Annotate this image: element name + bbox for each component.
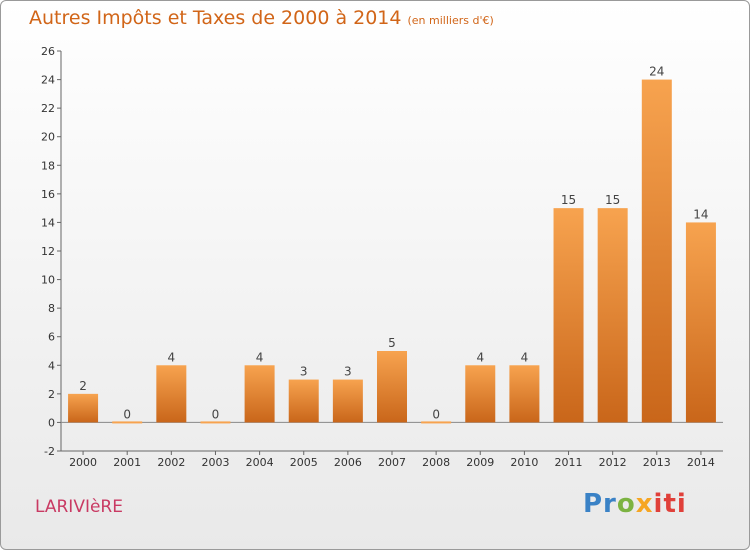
x-tick-label: 2004 [246,456,274,469]
bar [200,421,231,424]
x-tick-label: 2014 [687,456,715,469]
x-tick-label: 2005 [290,456,318,469]
y-tick-label: 6 [48,331,55,344]
data-label: 24 [649,65,664,79]
y-tick-label: 22 [41,102,55,115]
x-tick-label: 2002 [157,456,185,469]
title-main: Autres Impôts et Taxes de 2000 à 2014 [29,7,402,29]
data-label: 5 [388,336,396,350]
data-label: 2 [79,379,87,393]
bar [68,393,99,423]
x-tick-label: 2006 [334,456,362,469]
x-tick-label: 2000 [69,456,97,469]
bar [421,421,452,424]
y-tick-label: 16 [41,188,55,201]
y-tick-label: 4 [48,359,55,372]
data-label: 14 [693,207,708,221]
bar [597,208,628,423]
data-label: 3 [344,365,352,379]
bar [377,351,407,423]
data-label: 15 [561,193,576,207]
x-tick-label: 2003 [201,456,229,469]
data-label: 4 [476,350,484,364]
data-label: 4 [168,350,176,364]
y-tick-label: 2 [48,388,55,401]
data-label: 0 [212,407,220,421]
y-tick-label: 26 [41,45,55,58]
y-tick-label: 12 [41,245,55,258]
chart-subtitle: (en milliers d'€) [407,14,494,27]
data-label: 15 [605,193,620,207]
data-label: 4 [256,350,264,364]
bar [685,222,716,423]
data-label: 0 [123,407,131,421]
bar [509,365,540,423]
bar [244,365,275,423]
y-tick-label: 10 [41,274,55,287]
x-tick-label: 2011 [555,456,583,469]
x-tick-label: 2009 [466,456,494,469]
y-tick-label: -2 [44,445,55,458]
bar [288,379,319,423]
data-label: 0 [432,407,440,421]
bar [641,79,672,423]
y-tick-label: 24 [41,74,55,87]
x-tick-label: 2010 [510,456,538,469]
x-tick-label: 2008 [422,456,450,469]
bar [553,208,584,423]
x-tick-label: 2007 [378,456,406,469]
bar [465,365,496,423]
y-tick-label: 0 [48,416,55,429]
commune-name: LARIVIèRE [35,497,123,517]
bar [332,379,363,423]
x-tick-label: 2001 [113,456,141,469]
data-label: 3 [300,365,308,379]
data-label: 4 [521,350,529,364]
chart-title: Autres Impôts et Taxes de 2000 à 2014 (en… [29,7,494,29]
y-tick-label: 20 [41,131,55,144]
y-tick-label: 14 [41,216,55,229]
x-tick-label: 2012 [599,456,627,469]
bar [112,421,143,424]
y-tick-label: 18 [41,159,55,172]
y-tick-label: 8 [48,302,55,315]
proxiti-logo: Proxiti [583,489,687,519]
x-tick-label: 2013 [643,456,671,469]
bar [156,365,187,423]
